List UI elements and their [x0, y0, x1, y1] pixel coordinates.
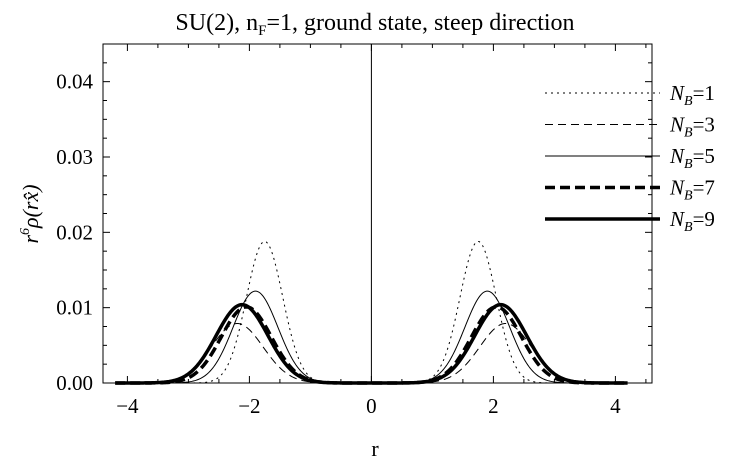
- series-line: [115, 240, 628, 384]
- x-tick-label: −4: [116, 394, 139, 418]
- x-axis-label: r: [371, 436, 379, 461]
- y-tick-label: 0.04: [56, 70, 93, 94]
- legend-label: NB=7: [669, 176, 715, 204]
- legend-label: NB=5: [669, 144, 715, 172]
- legend-label: NB=9: [669, 207, 715, 235]
- axis-ticks: −4 −2 0 2 4 0.00 0.01 0.02 0.03 0.04: [56, 44, 652, 418]
- legend: NB=1 NB=3 NB=5 NB=7 NB=9: [545, 81, 715, 235]
- series-line: [115, 302, 628, 385]
- svg-text:r6ρ(rx̂): r6ρ(rx̂): [18, 184, 43, 243]
- x-tick-label: 2: [488, 394, 499, 418]
- legend-label: NB=3: [669, 113, 715, 141]
- legend-label: NB=1: [669, 81, 715, 109]
- plot-frame: [102, 43, 653, 384]
- y-tick-label: 0.03: [56, 145, 93, 169]
- y-tick-label: 0.01: [56, 296, 93, 320]
- y-axis-label: r6ρ(rx̂): [18, 184, 43, 243]
- x-tick-label: 0: [366, 394, 377, 418]
- x-tick-label: 4: [610, 394, 621, 418]
- x-tick-label: −2: [238, 394, 260, 418]
- y-tick-label: 0.00: [56, 371, 93, 395]
- series-lines: [115, 240, 628, 385]
- y-tick-label: 0.02: [56, 220, 93, 244]
- chart-title: SU(2), nF=1, ground state, steep directi…: [175, 10, 574, 39]
